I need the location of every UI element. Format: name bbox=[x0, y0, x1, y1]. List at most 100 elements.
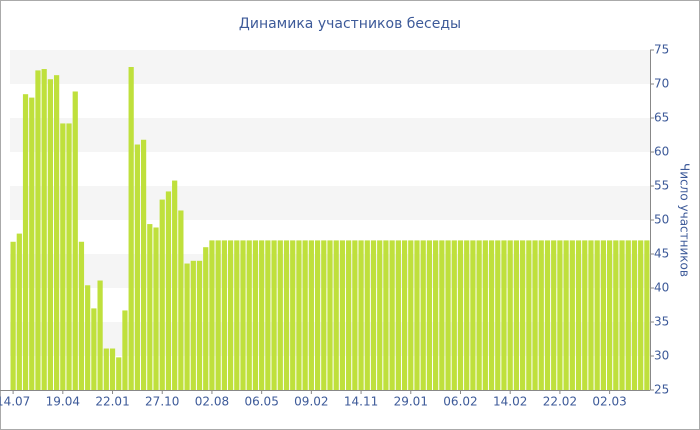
bar bbox=[66, 123, 72, 390]
bar bbox=[520, 240, 526, 390]
x-tick-label: 09.02 bbox=[294, 395, 328, 409]
bar bbox=[72, 91, 78, 390]
bar bbox=[370, 240, 377, 390]
x-tick-label: 14.02 bbox=[493, 395, 527, 409]
plot bbox=[10, 50, 650, 391]
bar bbox=[252, 240, 259, 390]
bar bbox=[296, 240, 302, 390]
bar bbox=[321, 240, 327, 390]
bar bbox=[631, 240, 638, 390]
bar bbox=[109, 348, 116, 390]
y-tick-label: 50 bbox=[654, 213, 669, 227]
bar bbox=[246, 240, 252, 390]
bar bbox=[551, 240, 557, 390]
bar bbox=[22, 94, 29, 390]
bar bbox=[35, 70, 41, 391]
x-tick-label: 06.02 bbox=[443, 395, 477, 409]
bar bbox=[476, 240, 482, 390]
bar bbox=[575, 240, 582, 390]
y-tick-label: 60 bbox=[654, 145, 669, 159]
bar bbox=[178, 210, 184, 390]
x-tick-label: 14.11 bbox=[344, 395, 378, 409]
y-tick-label: 65 bbox=[654, 111, 669, 125]
y-tick-label: 75 bbox=[654, 43, 669, 57]
bar bbox=[290, 240, 296, 390]
bar bbox=[563, 240, 569, 390]
bar bbox=[16, 233, 22, 390]
bar bbox=[78, 241, 85, 390]
y-tick-label: 45 bbox=[654, 247, 669, 261]
bar bbox=[53, 75, 60, 390]
bar bbox=[470, 240, 476, 390]
bar bbox=[600, 240, 607, 390]
bar bbox=[346, 240, 352, 390]
grid-band bbox=[10, 186, 650, 220]
bar bbox=[240, 240, 246, 390]
bar bbox=[265, 240, 271, 390]
bar bbox=[495, 240, 501, 390]
bar bbox=[457, 240, 464, 390]
bar bbox=[314, 240, 321, 390]
bar bbox=[364, 240, 370, 390]
bar bbox=[482, 240, 488, 390]
chart-title: Динамика участников беседы bbox=[239, 16, 461, 32]
bar bbox=[625, 240, 631, 390]
bar bbox=[277, 240, 283, 390]
bar bbox=[122, 310, 128, 390]
bar bbox=[227, 240, 234, 390]
bar bbox=[159, 199, 165, 390]
bar bbox=[414, 240, 420, 390]
bar bbox=[594, 240, 600, 390]
bar bbox=[358, 240, 364, 390]
bar bbox=[203, 247, 209, 390]
bar bbox=[507, 240, 513, 390]
x-tick-label: 29.01 bbox=[394, 395, 428, 409]
bar bbox=[134, 144, 140, 390]
x-tick-label: 02.08 bbox=[195, 395, 229, 409]
grid-band bbox=[10, 118, 650, 152]
bar bbox=[451, 240, 457, 390]
bar bbox=[501, 240, 507, 390]
bar bbox=[395, 240, 401, 390]
bar bbox=[190, 260, 196, 390]
x-tick-label: 22.01 bbox=[95, 395, 129, 409]
y-tick-label: 30 bbox=[654, 349, 669, 363]
bar bbox=[389, 240, 395, 390]
bar bbox=[383, 240, 389, 390]
bar bbox=[283, 240, 290, 390]
bar bbox=[538, 240, 544, 390]
bar bbox=[165, 191, 172, 390]
bar bbox=[352, 240, 358, 390]
bar bbox=[271, 240, 277, 390]
bar bbox=[41, 69, 47, 390]
bar bbox=[544, 240, 551, 390]
y-tick-label: 35 bbox=[654, 315, 669, 329]
bar bbox=[445, 240, 451, 390]
bar bbox=[644, 240, 650, 390]
bar bbox=[184, 263, 190, 390]
bar bbox=[613, 240, 619, 390]
bar bbox=[426, 240, 433, 390]
bar bbox=[302, 240, 308, 390]
bar bbox=[147, 224, 153, 390]
bar bbox=[116, 357, 122, 390]
bar bbox=[557, 240, 563, 390]
bar bbox=[60, 123, 66, 390]
bar bbox=[513, 240, 520, 390]
x-tick-label: 06.05 bbox=[244, 395, 278, 409]
bar bbox=[327, 240, 333, 390]
y-tick-label: 70 bbox=[654, 77, 669, 91]
bar bbox=[439, 240, 445, 390]
x-tick-label: 27.10 bbox=[145, 395, 179, 409]
bar bbox=[619, 240, 625, 390]
bar bbox=[103, 348, 109, 390]
bar bbox=[433, 240, 439, 390]
bar bbox=[488, 240, 495, 390]
bar bbox=[153, 227, 159, 390]
bar bbox=[47, 79, 53, 391]
bar bbox=[339, 240, 346, 390]
bar bbox=[128, 67, 134, 390]
bar bbox=[420, 240, 426, 390]
bar bbox=[588, 240, 594, 390]
x-tick-label: 22.02 bbox=[543, 395, 577, 409]
